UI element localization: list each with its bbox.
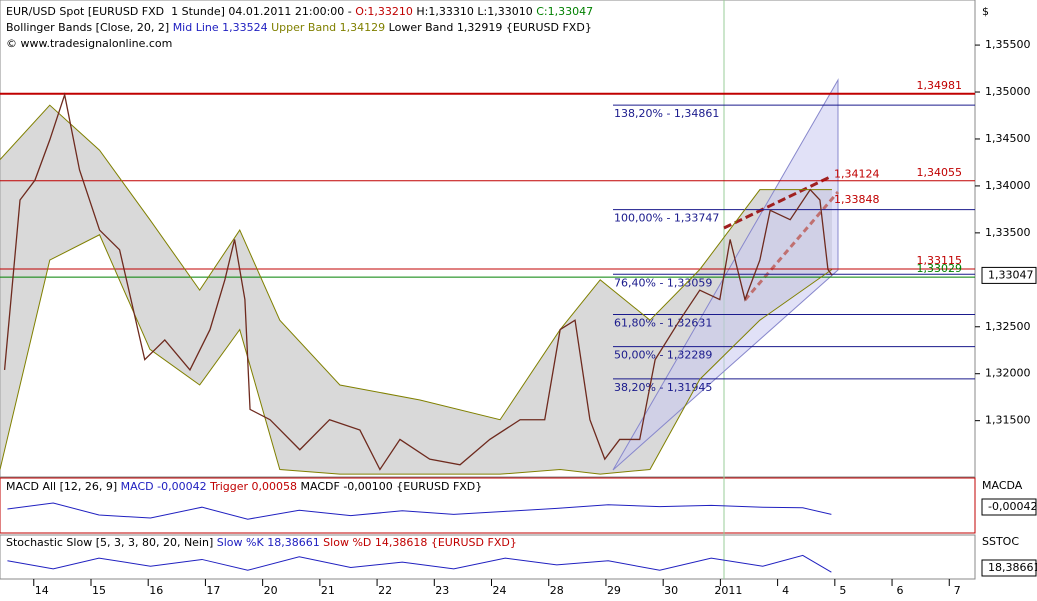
y-tick-label: 1,33500 — [985, 226, 1031, 239]
annotation: 1,33848 — [834, 193, 880, 206]
trend-line — [723, 174, 833, 230]
currency: $ — [982, 5, 989, 18]
fib-label: 38,20% - 1,31945 — [614, 381, 712, 394]
macd-line — [7, 502, 832, 520]
stoch-params: Stochastic Slow [5, 3, 3, 80, 20, Nein] — [6, 536, 217, 549]
header-line: Bollinger Bands [Close, 20, 2] Mid Line … — [6, 21, 592, 34]
open: O:1,33210 — [355, 5, 413, 18]
high-low: H:1,33310 L:1,33010 — [412, 5, 537, 18]
fib-label: 100,00% - 1,33747 — [614, 212, 719, 225]
lower-name: Lower Band — [388, 21, 454, 34]
fib-label: 138,20% - 1,34861 — [614, 107, 719, 120]
level-label: 1,34055 — [917, 166, 963, 179]
y-tick-label: 1,31500 — [985, 414, 1031, 427]
macdf: MACDF -0,00100 {EURUSD FXD} — [297, 480, 483, 493]
bb-title: Bollinger Bands [Close, 20, 2] — [6, 21, 173, 34]
macd-value: -0,00042 — [153, 480, 207, 493]
channel — [612, 78, 839, 471]
y-tick-label: 1,34000 — [985, 179, 1031, 192]
macd-params: MACD All [12, 26, 9] — [6, 480, 121, 493]
header-line: EUR/USD Spot [EURUSD FXD 1 Stunde] 04.01… — [6, 5, 593, 18]
y-tick-label: 1,35000 — [985, 85, 1031, 98]
x-tick-label: 30 — [664, 584, 678, 597]
fib-label: 50,00% - 1,32289 — [614, 349, 712, 362]
trend-line — [743, 191, 840, 301]
y-tick-label: 1,32000 — [985, 367, 1031, 380]
level-label: 1,33029 — [917, 262, 963, 275]
x-tick-label: 21 — [321, 584, 335, 597]
macd-axis: MACDA — [982, 479, 1023, 492]
upper-band — [0, 104, 832, 421]
stoch-last-box — [981, 559, 1037, 577]
lower-band — [0, 234, 833, 475]
x-tick-label: 23 — [435, 584, 449, 597]
last-price: 1,33047 — [988, 268, 1034, 281]
d-text: Slow %D 14,38618 {EURUSD FXD} — [319, 536, 517, 549]
upper-value: 1,34129 — [336, 21, 386, 34]
fib-label: 61,80% - 1,32631 — [614, 316, 712, 329]
x-tick-label: 2011 — [714, 584, 742, 597]
x-tick-label: 20 — [264, 584, 278, 597]
x-tick-label: 4 — [782, 584, 789, 597]
x-tick-label: 22 — [378, 584, 392, 597]
lower-value: 1,32919 {EURUSD FXD} — [453, 21, 592, 34]
x-tick-label: 24 — [493, 584, 507, 597]
x-tick-label: 17 — [206, 584, 220, 597]
macd-name: MACD — [120, 480, 154, 493]
stoch-header: Stochastic Slow [5, 3, 3, 80, 20, Nein] … — [6, 536, 517, 549]
price-line — [3, 92, 833, 471]
stoch-line — [7, 554, 832, 573]
close: C:1,33047 — [536, 5, 594, 18]
upper-name: Upper Band — [271, 21, 337, 34]
annotation: 1,34124 — [834, 167, 880, 180]
macd-last-box — [981, 498, 1037, 516]
stoch-panel — [0, 534, 976, 580]
x-tick-label: 29 — [607, 584, 621, 597]
level-label: 1,34981 — [917, 79, 963, 92]
level-label: 1,33115 — [917, 254, 963, 267]
macd-last: -0,00042 — [988, 500, 1037, 513]
k-name: Slow %K — [216, 536, 264, 549]
instrument: EUR/USD Spot [EURUSD FXD 1 Stunde] 04.01… — [6, 5, 356, 18]
fib-label: 76,40% - 1,33059 — [614, 276, 712, 289]
x-tick-label: 28 — [550, 584, 564, 597]
y-tick-label: 1,32500 — [985, 320, 1031, 333]
mid-line: Mid Line 1,33524 — [172, 21, 268, 34]
copyright: © www.tradesignalonline.com — [6, 37, 173, 50]
band-fill — [0, 105, 832, 475]
macd-panel — [0, 477, 976, 534]
last-price-box — [981, 266, 1037, 284]
x-tick-label: 15 — [92, 584, 106, 597]
x-tick-label: 6 — [897, 584, 904, 597]
macd-header: MACD All [12, 26, 9] MACD -0,00042 Trigg… — [6, 480, 482, 493]
y-tick-label: 1,35500 — [985, 38, 1031, 51]
x-tick-label: 7 — [954, 584, 961, 597]
stoch-last: 18,38661 — [988, 561, 1037, 574]
x-tick-label: 16 — [149, 584, 163, 597]
trigger-name: Trigger — [210, 480, 249, 493]
trigger-value: 0,00058 — [248, 480, 298, 493]
x-tick-label: 5 — [839, 584, 846, 597]
x-tick-label: 14 — [35, 584, 49, 597]
k-value: 18,38661 — [263, 536, 320, 549]
y-tick-label: 1,34500 — [985, 132, 1031, 145]
stoch-axis: SSTOC — [982, 535, 1019, 548]
